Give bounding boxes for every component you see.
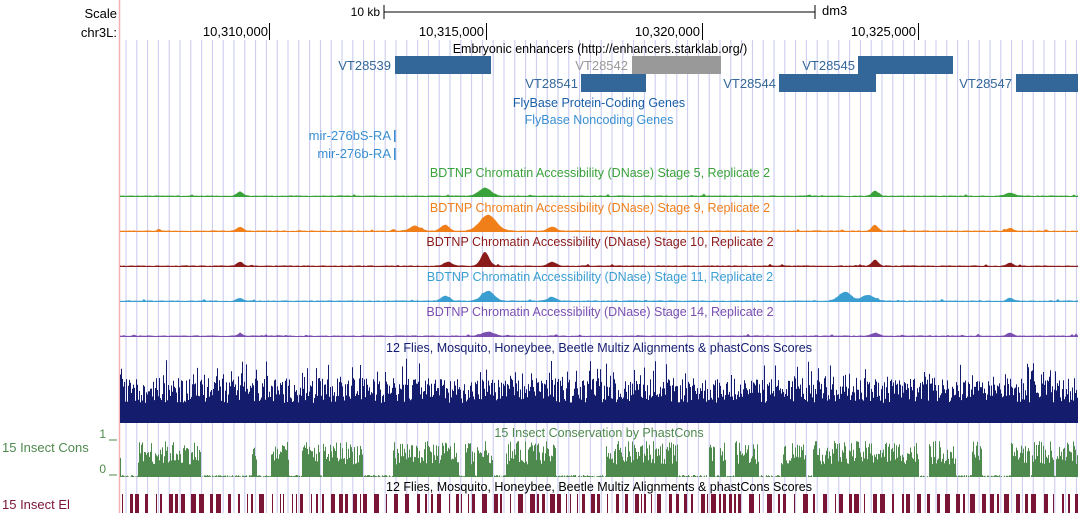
enhancer-feature[interactable]: VT28541 <box>525 74 646 92</box>
enhancer-feature[interactable]: VT28544 <box>723 74 876 92</box>
phastcons-track[interactable]: 15 Insect Cons 1 0 15 Insect Conservatio… <box>2 426 1078 477</box>
feature-label: VT28539 <box>338 58 391 73</box>
gene-block[interactable] <box>394 148 396 160</box>
scale-bar-label: 10 kb <box>351 5 381 19</box>
feature-label: VT28541 <box>525 76 578 91</box>
chrom-label: chr3L: <box>81 25 117 40</box>
enhancer-feature[interactable]: VT28539 <box>338 56 491 74</box>
signal-graph <box>120 290 1078 302</box>
ruler-position-label: 10,315,000 <box>419 24 484 39</box>
feature-label: VT28547 <box>959 76 1012 91</box>
feature-label: VT28544 <box>723 76 776 91</box>
feature-block[interactable] <box>395 56 491 74</box>
track-title: BDTNP Chromatin Accessibility (DNase) St… <box>430 201 770 215</box>
base-position-ruler[interactable]: Scale chr3L: 10 kb dm3 10,310,000 10,315… <box>81 3 919 40</box>
ruler-position-label: 10,310,000 <box>203 24 268 39</box>
ruler-tick-2: 10,315,000 <box>419 23 487 40</box>
gene-label: mir-276bS-RA <box>309 128 392 143</box>
enhancer-feature[interactable]: VT28542 <box>575 56 721 74</box>
track-title: 12 Flies, Mosquito, Honeybee, Beetle Mul… <box>386 480 812 494</box>
gene-block[interactable] <box>394 130 396 142</box>
dnase-track-stage-10[interactable]: BDTNP Chromatin Accessibility (DNase) St… <box>120 235 1078 267</box>
track-title: BDTNP Chromatin Accessibility (DNase) St… <box>430 166 770 180</box>
ruler-position-label: 10,325,000 <box>851 24 916 39</box>
track-title: FlyBase Noncoding Genes <box>525 113 674 127</box>
guide-lines <box>125 40 1077 513</box>
conserved-elements-track[interactable]: 12 Flies, Mosquito, Honeybee, Beetle Mul… <box>2 480 1078 513</box>
conservation-bar-graph <box>120 358 1078 423</box>
feature-block[interactable] <box>1016 74 1078 92</box>
feature-block[interactable] <box>779 74 876 92</box>
signal-graph <box>120 252 1078 267</box>
ruler-tick-4: 10,325,000 <box>851 23 919 40</box>
feature-block[interactable] <box>858 56 953 74</box>
assembly-label: dm3 <box>822 3 847 18</box>
conserved-element-blocks <box>122 494 1078 513</box>
multiz-track[interactable]: 12 Flies, Mosquito, Honeybee, Beetle Mul… <box>120 341 1078 423</box>
track-title: 15 Insect Conservation by PhastCons <box>494 426 703 440</box>
feature-label: VT28545 <box>802 58 855 73</box>
track-title: FlyBase Protein-Coding Genes <box>513 96 685 110</box>
feature-block[interactable] <box>632 56 721 74</box>
signal-graph <box>120 187 1078 197</box>
feature-label: VT28542 <box>575 58 628 73</box>
signal-graph <box>120 331 1078 337</box>
scale-bar <box>383 5 816 19</box>
enhancer-feature[interactable]: VT28545 <box>802 56 953 74</box>
track-title: BDTNP Chromatin Accessibility (DNase) St… <box>426 305 773 319</box>
track-title: Embryonic enhancers (http://enhancers.st… <box>453 42 748 56</box>
ruler-tick-3: 10,320,000 <box>635 23 703 40</box>
track-side-label: 15 Insect El <box>2 497 70 512</box>
signal-graph <box>120 214 1078 232</box>
flybase-noncoding-track[interactable]: FlyBase Noncoding Genes mir-276bS-RA mir… <box>309 113 674 161</box>
axis-min-label: 0 <box>99 462 106 476</box>
track-title: BDTNP Chromatin Accessibility (DNase) St… <box>426 235 773 249</box>
gene-feature[interactable]: mir-276b-RA <box>317 146 396 161</box>
track-title: 12 Flies, Mosquito, Honeybee, Beetle Mul… <box>386 341 812 355</box>
ruler-tick-1: 10,310,000 <box>203 23 270 40</box>
ruler-position-label: 10,320,000 <box>635 24 700 39</box>
dnase-track-stage-11[interactable]: BDTNP Chromatin Accessibility (DNase) St… <box>120 270 1078 302</box>
dnase-track-stage-9[interactable]: BDTNP Chromatin Accessibility (DNase) St… <box>120 201 1078 232</box>
enhancers-track[interactable]: Embryonic enhancers (http://enhancers.st… <box>338 42 1078 92</box>
track-side-label: 15 Insect Cons <box>2 440 89 455</box>
gene-feature[interactable]: mir-276bS-RA <box>309 128 396 143</box>
feature-block[interactable] <box>581 74 646 92</box>
scale-label: Scale <box>84 6 117 21</box>
phastcons-bar-graph <box>120 441 1078 477</box>
gene-label: mir-276b-RA <box>317 146 391 161</box>
dnase-track-stage-5[interactable]: BDTNP Chromatin Accessibility (DNase) St… <box>120 166 1078 197</box>
enhancer-feature[interactable]: VT28547 <box>959 74 1078 92</box>
track-title: BDTNP Chromatin Accessibility (DNase) St… <box>427 270 773 284</box>
flybase-coding-track[interactable]: FlyBase Protein-Coding Genes <box>513 96 685 110</box>
axis-max-label: 1 <box>99 427 106 441</box>
dnase-track-stage-14[interactable]: BDTNP Chromatin Accessibility (DNase) St… <box>120 305 1078 337</box>
